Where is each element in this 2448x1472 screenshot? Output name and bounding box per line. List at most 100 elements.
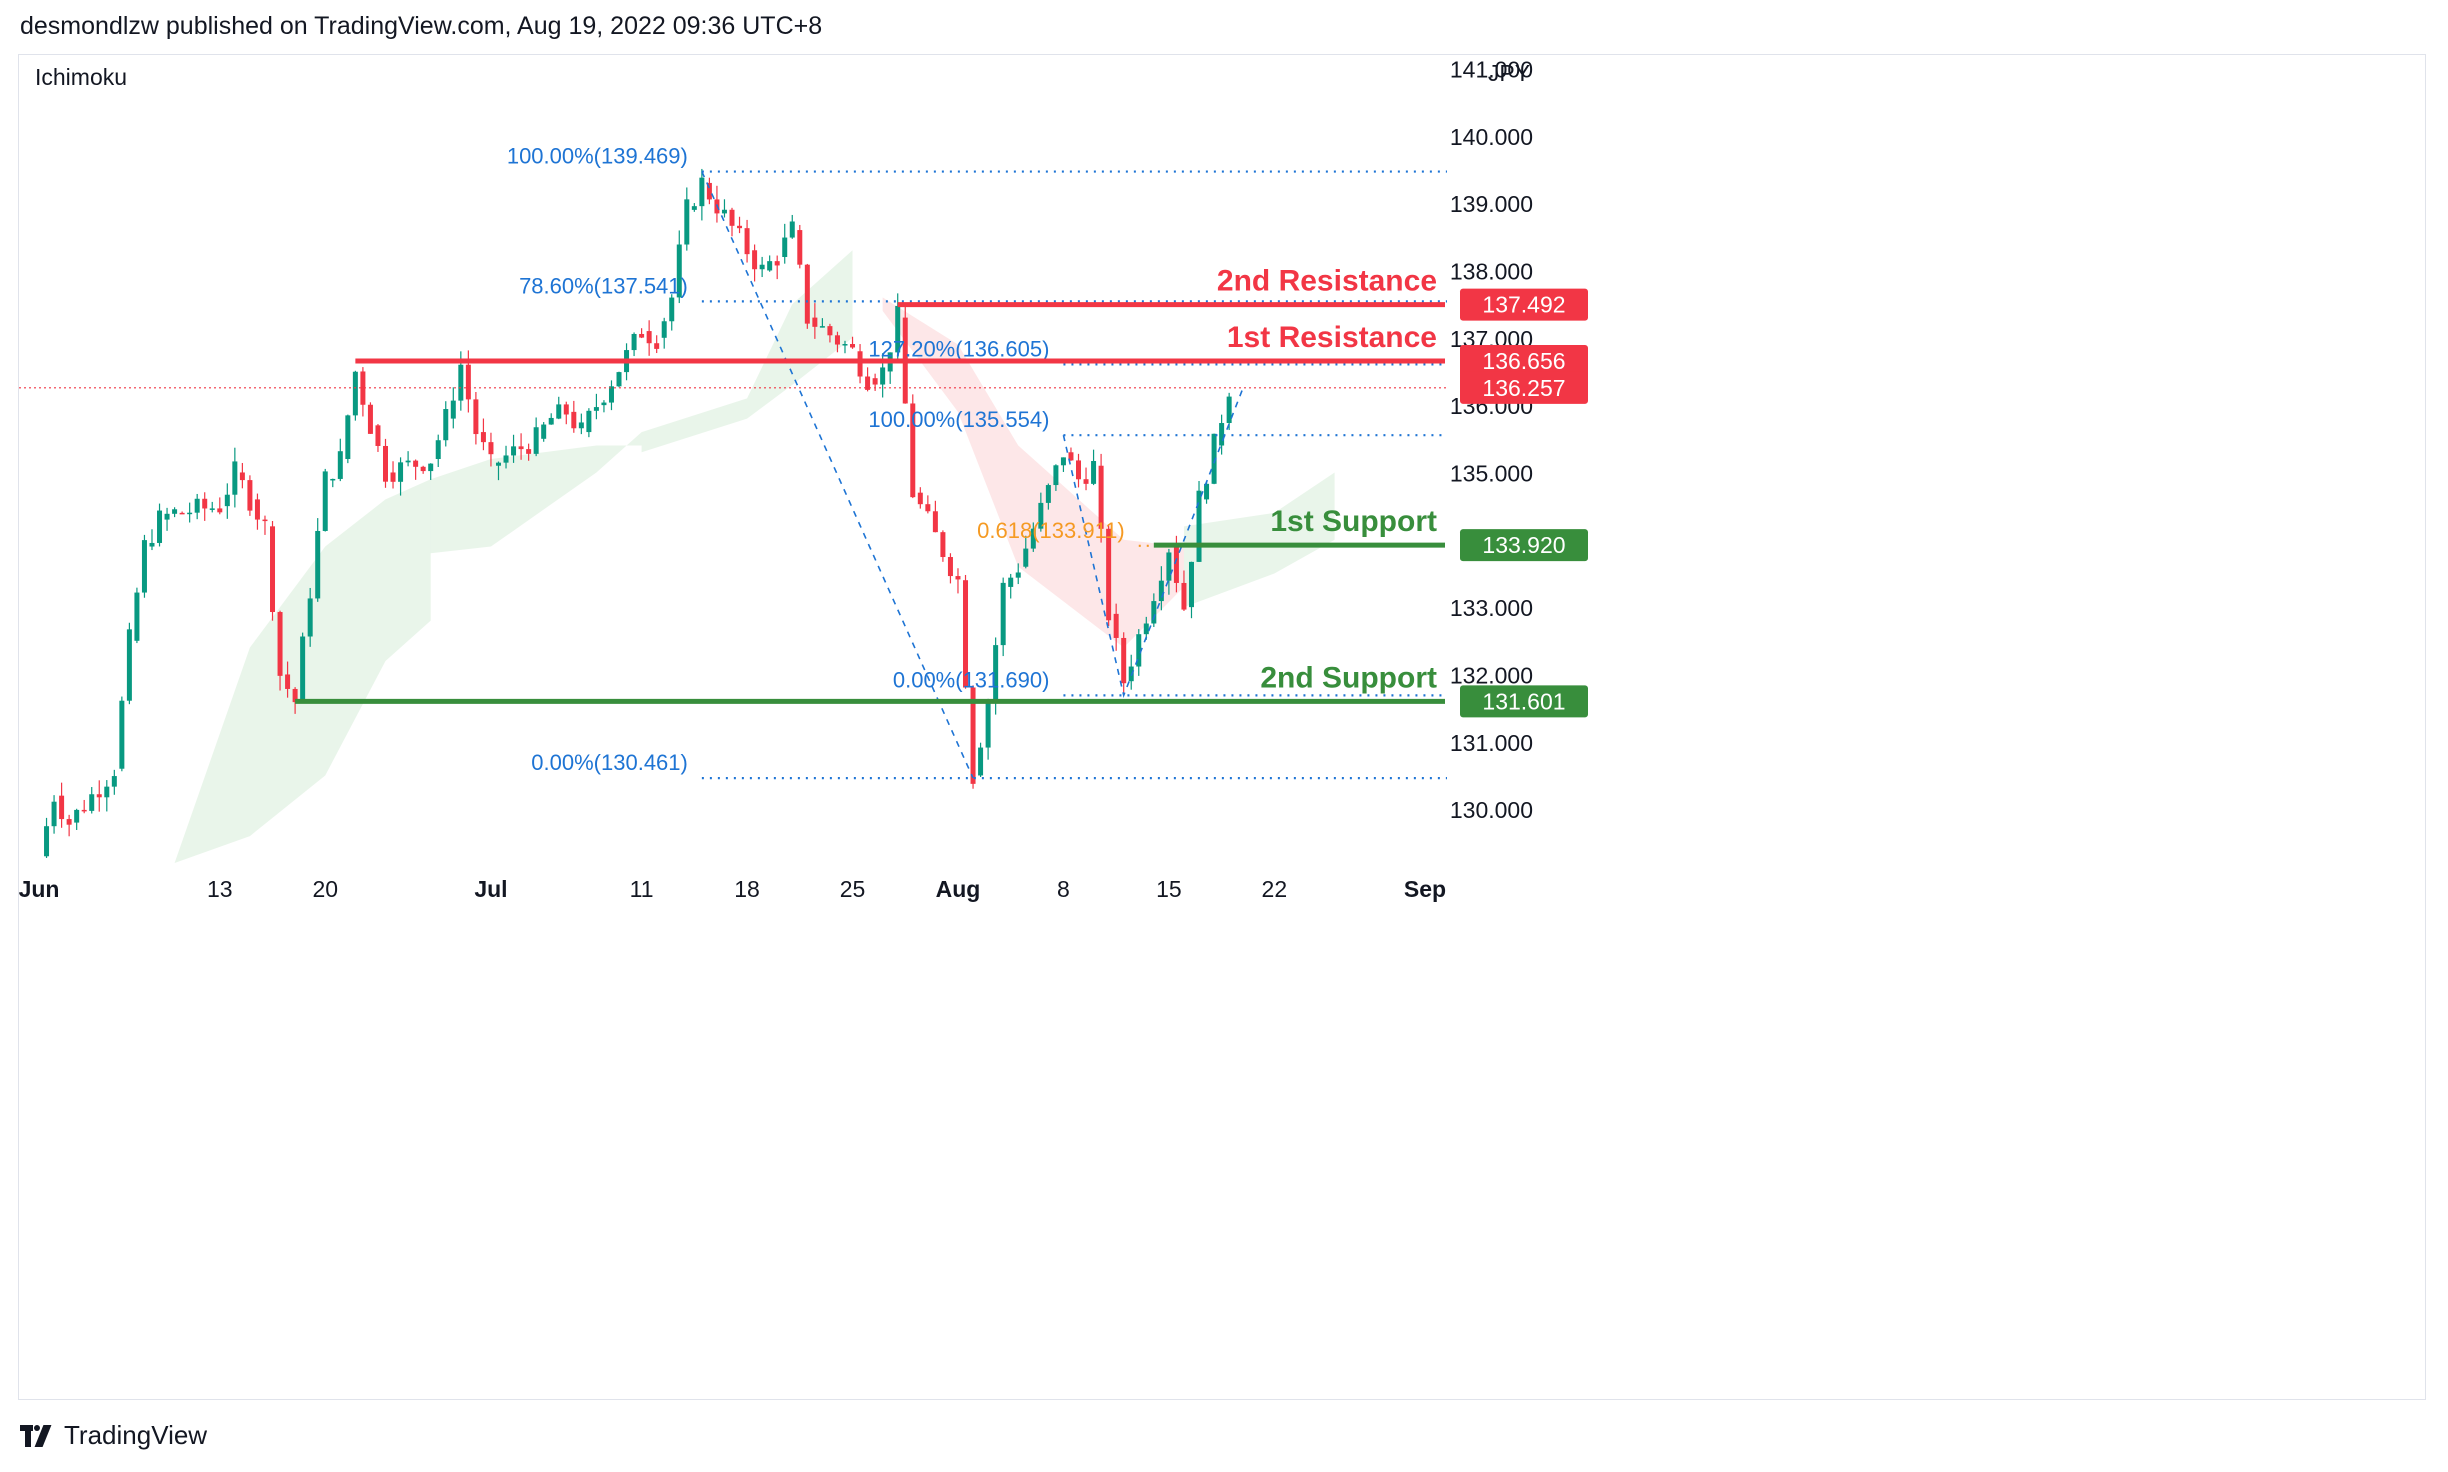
candle-body bbox=[1204, 483, 1210, 500]
candle-body bbox=[480, 432, 486, 443]
candle-body bbox=[759, 264, 765, 270]
candle-body bbox=[1000, 582, 1006, 646]
candle-body bbox=[1226, 396, 1232, 424]
level-price-tag-3-bg bbox=[1460, 685, 1588, 718]
candle-body bbox=[721, 209, 727, 214]
plot-area bbox=[44, 168, 1447, 863]
fib-diagonal-1 bbox=[1062, 384, 1245, 699]
chart-frame[interactable]: 100.00%(139.469) 78.60%(137.541) 0.00%(130… bbox=[18, 54, 2426, 1400]
candle-body bbox=[940, 532, 946, 558]
candle-body bbox=[59, 795, 65, 820]
level-price-tag-1-bg bbox=[1460, 344, 1588, 377]
y-tick-label: 131.000 bbox=[1450, 730, 1533, 756]
candle-body bbox=[51, 801, 57, 827]
candle-body bbox=[563, 404, 569, 415]
candle-body bbox=[209, 508, 215, 510]
candle-body bbox=[993, 645, 999, 702]
level-price-tag-3: 131.601 bbox=[1482, 688, 1565, 714]
candle-body bbox=[96, 794, 102, 798]
candle-body bbox=[669, 297, 675, 322]
footer: TradingView bbox=[20, 1420, 207, 1451]
candle-body bbox=[541, 424, 547, 439]
y-tick-label: 130.000 bbox=[1450, 797, 1533, 823]
candle-body bbox=[850, 344, 856, 348]
candle-body bbox=[352, 371, 358, 416]
candle-body bbox=[601, 402, 607, 406]
current-price-tag-bg bbox=[1460, 371, 1588, 404]
candle-body bbox=[157, 510, 163, 543]
candle-body bbox=[533, 427, 539, 454]
candle-body bbox=[1038, 502, 1044, 529]
candle-body bbox=[834, 335, 840, 345]
x-tick-label: 20 bbox=[312, 876, 338, 902]
candle-body bbox=[126, 629, 132, 701]
candle-body bbox=[1091, 461, 1097, 484]
candle-body bbox=[450, 400, 456, 419]
candle-body bbox=[315, 530, 321, 599]
candle-body bbox=[405, 460, 411, 463]
x-tick-label: Aug bbox=[936, 876, 981, 902]
candle-body bbox=[307, 598, 313, 637]
candle-body bbox=[526, 449, 532, 454]
candle-body bbox=[119, 700, 125, 769]
candle-body bbox=[322, 471, 328, 531]
candle-body bbox=[270, 526, 276, 613]
candle-body bbox=[1188, 561, 1194, 608]
candle-body bbox=[548, 417, 554, 425]
candle-body bbox=[917, 492, 923, 505]
candle-body bbox=[141, 540, 147, 593]
candle-body bbox=[1143, 623, 1149, 635]
candle-body bbox=[1098, 465, 1104, 529]
tradingview-logo-icon[interactable] bbox=[20, 1424, 54, 1447]
fib-level-label-4: 100.00%(135.554) bbox=[868, 407, 1049, 432]
candle-body bbox=[1015, 572, 1021, 578]
candle-body bbox=[179, 512, 185, 515]
candle-body bbox=[104, 786, 110, 798]
candle-body bbox=[224, 494, 230, 507]
candle-body bbox=[420, 466, 426, 472]
candle-body bbox=[1045, 485, 1051, 503]
candle-body bbox=[1173, 546, 1179, 583]
candle-body bbox=[465, 364, 471, 400]
y-tick-label: 133.000 bbox=[1450, 595, 1533, 621]
candle-body bbox=[1181, 582, 1187, 610]
candle-body bbox=[586, 410, 592, 433]
candle-body bbox=[1076, 460, 1081, 480]
time-axis: Jun 13 20 Jul 11 18 25 Aug 8 15 22 Sep bbox=[19, 876, 1446, 902]
candle-body bbox=[1151, 601, 1157, 624]
candle-body bbox=[744, 228, 750, 255]
y-tick-label: 138.000 bbox=[1450, 258, 1533, 284]
candle-body bbox=[1106, 528, 1112, 621]
candle-body bbox=[232, 461, 238, 495]
candle-body bbox=[473, 399, 479, 435]
candle-body bbox=[819, 326, 825, 328]
candle-body bbox=[254, 499, 260, 520]
level-price-tag-0-bg bbox=[1460, 288, 1588, 321]
price-axis: 141.000140.000139.000138.000137.000136.0… bbox=[1450, 56, 1533, 823]
y-tick-label: 135.000 bbox=[1450, 460, 1533, 486]
candle-body bbox=[202, 498, 208, 509]
candle-body bbox=[1121, 637, 1127, 684]
candle-body bbox=[804, 264, 810, 324]
candle-body bbox=[458, 364, 464, 401]
candle-body bbox=[330, 478, 336, 481]
candle-body bbox=[774, 261, 780, 266]
y-tick-label: 140.000 bbox=[1450, 124, 1533, 150]
candle-body bbox=[398, 462, 404, 482]
x-tick-label: 18 bbox=[734, 876, 760, 902]
candle-body bbox=[593, 407, 599, 411]
ichimoku-cloud-1 bbox=[430, 432, 642, 554]
fib-diagonal-0 bbox=[701, 171, 974, 779]
candle-body bbox=[842, 344, 848, 346]
candle-body bbox=[767, 261, 773, 271]
footer-brand[interactable]: TradingView bbox=[64, 1420, 208, 1450]
x-tick-label: 25 bbox=[840, 876, 866, 902]
candle-body bbox=[164, 513, 170, 520]
candle-body bbox=[654, 343, 660, 349]
candle-body bbox=[895, 305, 901, 353]
y-tick-label: 132.000 bbox=[1450, 662, 1533, 688]
candle-body bbox=[187, 512, 193, 515]
level-label-2: 1st Support bbox=[1270, 505, 1437, 538]
level-price-tag-0: 137.492 bbox=[1482, 292, 1565, 318]
price-chart[interactable]: 100.00%(139.469) 78.60%(137.541) 0.00%(130… bbox=[19, 55, 2427, 1401]
